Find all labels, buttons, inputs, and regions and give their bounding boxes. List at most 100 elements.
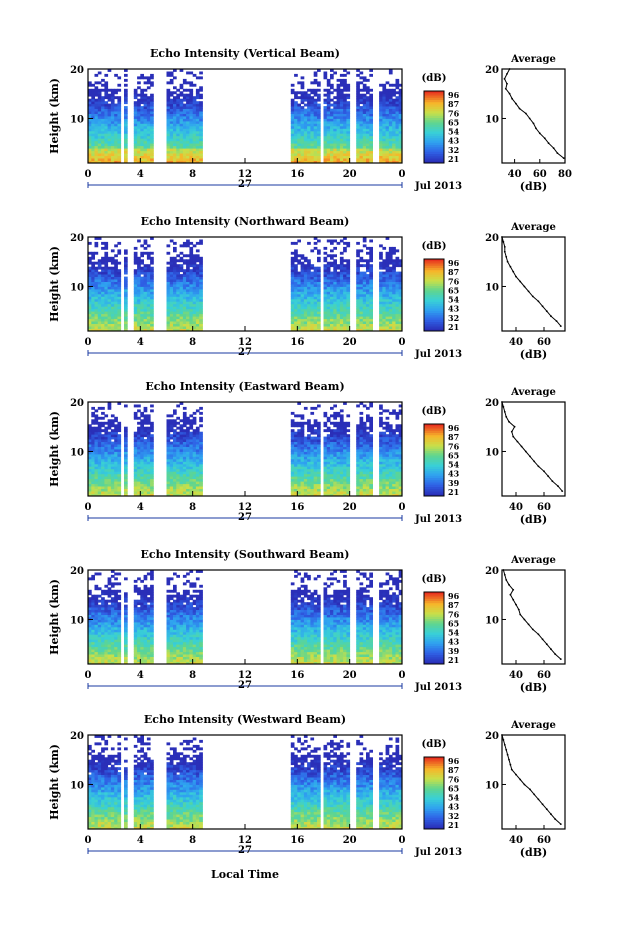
heatmap-cell	[356, 145, 360, 149]
heatmap-cell	[173, 271, 177, 275]
heatmap-cell	[94, 274, 99, 277]
heatmap-cell	[117, 424, 122, 428]
heatmap-cell	[310, 411, 315, 415]
heatmap-cell	[173, 463, 177, 467]
heatmap-cell	[300, 254, 305, 258]
heatmap-cell	[366, 113, 370, 117]
heatmap-cell	[91, 298, 95, 302]
heatmap-cell	[313, 429, 318, 433]
heatmap-cell	[369, 160, 373, 164]
heatmap-cell	[117, 101, 122, 105]
heatmap-cell	[310, 456, 315, 460]
heatmap-cell	[146, 311, 151, 315]
heatmap-cell	[339, 293, 344, 297]
heatmap-cell	[199, 133, 203, 137]
heatmap-cell	[317, 453, 321, 457]
heatmap-cell	[176, 103, 180, 107]
heatmap-cell	[362, 106, 367, 109]
heatmap-cell	[110, 281, 115, 285]
heatmap-cell	[294, 308, 298, 312]
heatmap-cell	[146, 271, 151, 275]
heatmap-cell	[339, 313, 344, 317]
heatmap-cell	[176, 328, 180, 332]
colorbar-segment	[424, 315, 444, 318]
heatmap-cell	[143, 150, 148, 154]
heatmap-cell	[146, 118, 151, 122]
heatmap-cell	[359, 313, 364, 317]
heatmap-cell	[346, 106, 351, 109]
heatmap-cell	[179, 108, 184, 112]
heatmap-cell	[313, 441, 318, 445]
heatmap-cell	[385, 155, 390, 159]
heatmap-cell	[124, 281, 128, 285]
heatmap-cell	[392, 116, 396, 119]
heatmap-cell	[104, 143, 109, 147]
heatmap-cell	[137, 291, 141, 295]
heatmap-cell	[140, 311, 144, 315]
heatmap-cell	[326, 458, 331, 462]
heatmap-cell	[195, 491, 200, 494]
heatmap-cell	[140, 91, 144, 95]
heatmap-cell	[366, 101, 370, 105]
heatmap-cell	[88, 306, 92, 310]
heatmap-cell	[189, 276, 194, 280]
heatmap-cell	[104, 111, 109, 114]
profile-line	[501, 236, 562, 327]
heatmap-cell	[186, 241, 190, 245]
heatmap-cell	[313, 318, 318, 322]
heatmap-cell	[137, 76, 141, 80]
heatmap-cell	[297, 414, 301, 418]
heatmap-cell	[192, 483, 197, 487]
heatmap-cell	[388, 118, 393, 122]
heatmap-cell	[290, 143, 295, 147]
heatmap-cell	[343, 116, 347, 119]
heatmap-cell	[117, 88, 122, 92]
colorbar-tick-label: 21	[448, 154, 459, 164]
heatmap-cell	[307, 424, 311, 428]
heatmap-cell	[186, 426, 190, 430]
heatmap-cell	[94, 269, 99, 273]
heatmap-cell	[117, 138, 122, 142]
heatmap-cell	[307, 106, 311, 109]
heatmap-cell	[330, 135, 334, 139]
heatmap-cell	[297, 130, 301, 134]
heatmap-cell	[326, 303, 331, 307]
heatmap-cell	[169, 98, 174, 102]
heatmap-cell	[124, 318, 128, 322]
heatmap-cell	[146, 419, 151, 423]
heatmap-cell	[94, 158, 99, 161]
heatmap-cell	[297, 458, 301, 462]
heatmap-cell	[330, 108, 334, 112]
heatmap-cell	[107, 266, 112, 270]
heatmap-cell	[146, 468, 151, 472]
heatmap-cell	[392, 125, 396, 129]
heatmap-cell	[182, 143, 187, 147]
heatmap-cell	[166, 73, 171, 77]
heatmap-cell	[104, 276, 109, 280]
heatmap-cell	[326, 284, 331, 287]
colorbar-segment	[424, 319, 444, 323]
heatmap-cell	[333, 103, 337, 107]
heatmap-cell	[195, 241, 200, 245]
heatmap-cell	[385, 251, 390, 255]
profile-point	[515, 275, 517, 278]
date-label: Jul 2013	[414, 349, 462, 360]
heatmap-cell	[186, 88, 190, 92]
heatmap-cell	[179, 444, 184, 447]
heatmap-cell	[137, 93, 141, 97]
heatmap-cell	[343, 293, 347, 297]
heatmap-cell	[179, 83, 184, 87]
heatmap-cell	[173, 493, 177, 497]
heatmap-cell	[290, 88, 295, 92]
heatmap-cell	[124, 303, 128, 307]
heatmap-cell	[388, 316, 393, 320]
heatmap-cell	[186, 145, 190, 149]
heatmap-cell	[107, 118, 112, 122]
heatmap-cell	[333, 71, 337, 75]
profile-point	[527, 290, 530, 293]
heatmap-cell	[179, 288, 184, 292]
heatmap-cell	[173, 138, 177, 142]
heatmap-cell	[97, 123, 102, 127]
heatmap-cell	[104, 306, 109, 310]
colorbar-tick-label: 43	[448, 304, 460, 314]
